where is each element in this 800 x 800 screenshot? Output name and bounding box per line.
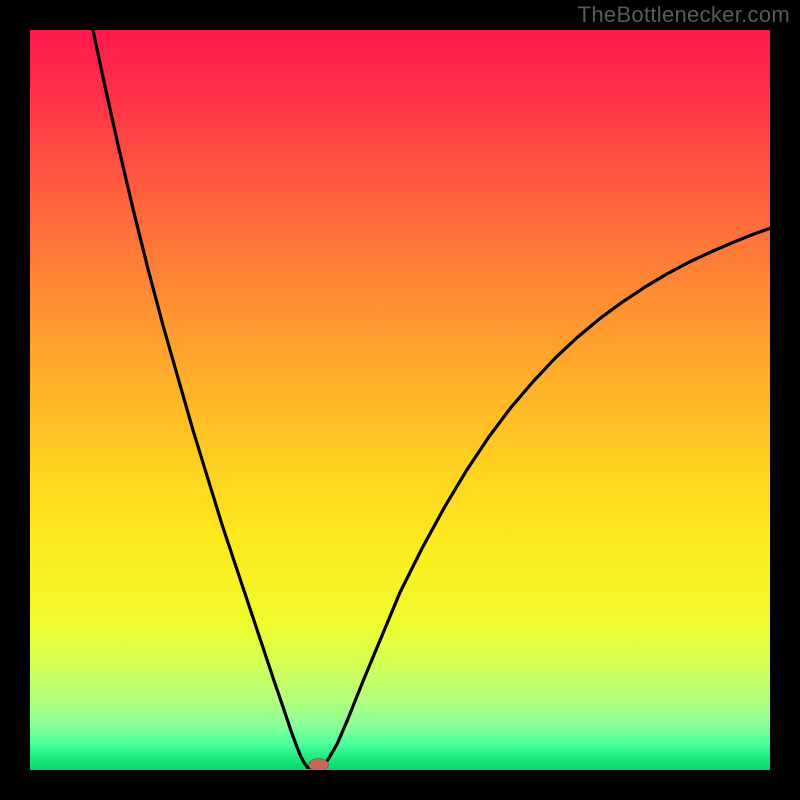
- chart-container: { "watermark": { "text": "TheBottlenecke…: [0, 0, 800, 800]
- watermark-text: TheBottlenecker.com: [578, 2, 790, 28]
- chart-svg: [30, 30, 770, 770]
- gradient-background: [30, 30, 770, 770]
- plot-area: [30, 30, 770, 770]
- optimal-point-marker: [309, 759, 329, 770]
